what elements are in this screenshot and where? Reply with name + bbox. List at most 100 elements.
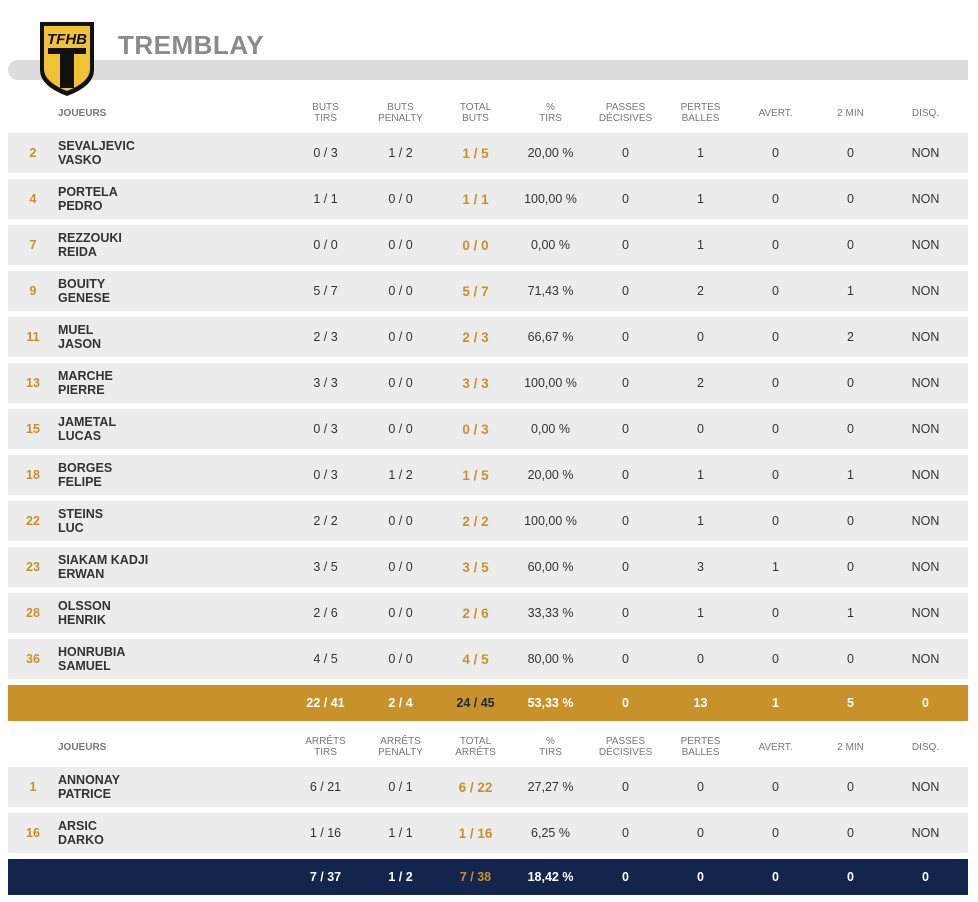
- cell-2min: 2: [847, 330, 854, 344]
- cell-penalty: 0 / 0: [388, 560, 413, 574]
- cell-pct: 33,33 %: [527, 606, 574, 620]
- cell-total: 4 / 5: [462, 651, 489, 667]
- cell-2min: 0: [847, 146, 854, 160]
- field-totals-row: 22 / 41 2 / 4 24 / 45 53,33 % 0 13 1 5 0: [8, 685, 968, 721]
- total-disq: 0: [922, 696, 929, 710]
- table-row: 16 ARSIC DARKO 1 / 16 1 / 1 1 / 16 6,25 % 0 0 0 0 N…: [8, 813, 968, 853]
- header-bar: [8, 60, 968, 80]
- cell-total: 3 / 5: [462, 559, 489, 575]
- gk-header-penalty: ARRÊTS PENALTY: [378, 736, 423, 758]
- header-assists: PASSES DÉCISIVES: [598, 102, 653, 124]
- field-players-table: JOUEURS BUTS TIRS BUTS PENALTY TOTAL BUTS %…: [8, 96, 968, 727]
- player-last-name: PORTELA: [58, 185, 118, 199]
- player-first-name: VASKO: [58, 153, 102, 167]
- player-first-name: JASON: [58, 337, 102, 351]
- cell-pct: 71,43 %: [527, 284, 574, 298]
- cell-disq: NON: [911, 192, 940, 206]
- player-name[interactable]: BOUITY GENESE: [58, 277, 288, 305]
- cell-warn: 0: [772, 422, 779, 436]
- cell-total: 1 / 1: [462, 191, 489, 207]
- player-number: 9: [29, 284, 37, 298]
- total-assists: 0: [622, 696, 629, 710]
- player-name[interactable]: STEINS LUC: [58, 507, 288, 535]
- gk-header-assists: PASSES DÉCISIVES: [598, 736, 653, 758]
- table-row: 13 MARCHE PIERRE 3 / 3 0 / 0 3 / 3 100,00 % 0 2 0…: [8, 363, 968, 403]
- cell-shots: 0 / 3: [313, 146, 338, 160]
- cell-warn: 0: [772, 330, 779, 344]
- cell-shots: 0 / 3: [313, 468, 338, 482]
- table-row: 1 ANNONAY PATRICE 6 / 21 0 / 1 6 / 22 27,27 % 0…: [8, 767, 968, 807]
- player-name[interactable]: JAMETAL LUCAS: [58, 415, 288, 443]
- player-last-name: ARSIC: [58, 819, 97, 833]
- cell-lost: 0: [697, 422, 704, 436]
- cell-lost: 1: [697, 192, 704, 206]
- player-name[interactable]: ANNONAY PATRICE: [58, 773, 288, 801]
- player-name[interactable]: MARCHE PIERRE: [58, 369, 288, 397]
- cell-assists: 0: [622, 422, 629, 436]
- player-first-name: ERWAN: [58, 567, 105, 581]
- player-name[interactable]: OLSSON HENRIK: [58, 599, 288, 627]
- cell-penalty: 0 / 0: [388, 514, 413, 528]
- gk-total-warn: 0: [772, 870, 779, 884]
- gk-total-2min: 0: [847, 870, 854, 884]
- player-number: 7: [29, 238, 37, 252]
- cell-penalty: 0 / 0: [388, 422, 413, 436]
- cell-warn: 0: [772, 826, 779, 840]
- table-row: 22 STEINS LUC 2 / 2 0 / 0 2 / 2 100,00 % 0 1 0 0 NO…: [8, 501, 968, 541]
- gk-total-lost: 0: [697, 870, 704, 884]
- player-first-name: REIDA: [58, 245, 97, 259]
- cell-lost: 1: [697, 606, 704, 620]
- player-number: 11: [26, 330, 40, 344]
- cell-disq: NON: [911, 826, 940, 840]
- header-penalty: BUTS PENALTY: [378, 102, 423, 124]
- player-number: 28: [26, 606, 40, 620]
- cell-2min: 0: [847, 422, 854, 436]
- field-header-row: JOUEURS BUTS TIRS BUTS PENALTY TOTAL BUTS %…: [8, 96, 968, 130]
- cell-warn: 0: [772, 606, 779, 620]
- player-name[interactable]: MUEL JASON: [58, 323, 288, 351]
- player-last-name: STEINS: [58, 507, 104, 521]
- cell-penalty: 0 / 0: [388, 652, 413, 666]
- cell-disq: NON: [911, 606, 940, 620]
- cell-2min: 0: [847, 780, 854, 794]
- cell-assists: 0: [622, 468, 629, 482]
- gk-total-assists: 0: [622, 870, 629, 884]
- cell-assists: 0: [622, 284, 629, 298]
- cell-penalty: 0 / 0: [388, 330, 413, 344]
- cell-disq: NON: [911, 330, 940, 344]
- cell-penalty: 0 / 0: [388, 238, 413, 252]
- player-name[interactable]: ARSIC DARKO: [58, 819, 288, 847]
- table-row: 28 OLSSON HENRIK 2 / 6 0 / 0 2 / 6 33,33 % 0 1 0 1…: [8, 593, 968, 633]
- cell-disq: NON: [911, 146, 940, 160]
- cell-disq: NON: [911, 514, 940, 528]
- total-goals: 24 / 45: [456, 696, 495, 710]
- player-name[interactable]: PORTELA PEDRO: [58, 185, 288, 213]
- player-name[interactable]: SEVALJEVIC VASKO: [58, 139, 288, 167]
- table-row: 36 HONRUBIA SAMUEL 4 / 5 0 / 0 4 / 5 80,00 % 0 0…: [8, 639, 968, 679]
- player-name[interactable]: BORGES FELIPE: [58, 461, 288, 489]
- cell-pct: 100,00 %: [524, 514, 577, 528]
- cell-pct: 100,00 %: [524, 192, 577, 206]
- cell-total: 2 / 3: [462, 329, 489, 345]
- cell-warn: 0: [772, 192, 779, 206]
- header-players: JOUEURS: [58, 107, 107, 119]
- cell-penalty: 0 / 0: [388, 192, 413, 206]
- cell-shots: 4 / 5: [313, 652, 338, 666]
- cell-2min: 0: [847, 652, 854, 666]
- cell-shots: 0 / 0: [313, 238, 338, 252]
- gk-header-warn: AVERT.: [758, 741, 793, 753]
- cell-warn: 0: [772, 468, 779, 482]
- player-number: 15: [26, 422, 40, 436]
- player-number: 2: [29, 146, 37, 160]
- cell-total: 3 / 3: [462, 375, 489, 391]
- player-last-name: SIAKAM KADJI: [58, 553, 149, 567]
- player-name[interactable]: HONRUBIA SAMUEL: [58, 645, 288, 673]
- cell-pct: 27,27 %: [527, 780, 574, 794]
- cell-lost: 0: [697, 330, 704, 344]
- player-name[interactable]: SIAKAM KADJI ERWAN: [58, 553, 288, 581]
- header-warn: AVERT.: [758, 107, 793, 119]
- player-name[interactable]: REZZOUKI REIDA: [58, 231, 288, 259]
- cell-shots: 3 / 3: [313, 376, 338, 390]
- cell-penalty: 0 / 1: [388, 780, 413, 794]
- player-first-name: LUCAS: [58, 429, 102, 443]
